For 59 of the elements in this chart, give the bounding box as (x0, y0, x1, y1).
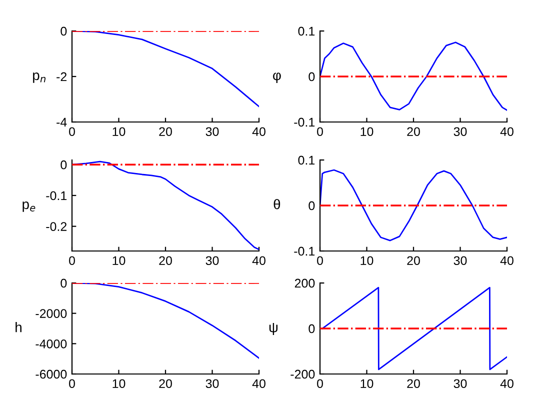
x-tick-label: 0 (317, 256, 323, 266)
x-tick-label: 40 (252, 127, 266, 136)
y-tick-label: 0 (60, 278, 67, 288)
y-axis-title: θ (274, 199, 280, 210)
x-tick-label: 20 (407, 127, 420, 136)
x-tick-label: 10 (112, 256, 126, 266)
line-series (320, 169, 507, 242)
y-axis-title: p$_{e}$ (22, 202, 36, 212)
y-tick-label: -0.2 (46, 222, 67, 231)
y-tick-label: -200 (290, 370, 315, 379)
x-tick-label: 30 (454, 256, 467, 266)
y-axis-title: ψ (269, 323, 278, 335)
y-tick-label: -0.1 (294, 246, 315, 256)
x-tick-label: 40 (252, 379, 266, 388)
y-tick-label: 0 (308, 72, 315, 82)
x-tick-label: 10 (360, 127, 374, 136)
y-tick-label: 0.1 (298, 26, 315, 36)
y-tick-label: 0 (308, 324, 315, 334)
y-tick-label: -4 (56, 118, 67, 127)
x-tick-label: 40 (252, 256, 266, 266)
y-axis-title: φ (273, 72, 281, 83)
y-axis-title: h (16, 322, 22, 332)
x-tick-label: 10 (112, 127, 126, 136)
line-series (322, 286, 507, 370)
x-tick-label: 30 (206, 379, 219, 388)
x-tick-label: 30 (454, 127, 467, 136)
line-series (320, 42, 507, 111)
y-tick-label: -6000 (36, 370, 67, 379)
y-tick-label: 200 (294, 278, 315, 288)
x-tick-label: 20 (407, 379, 420, 388)
y-tick-label: 0.1 (298, 156, 315, 165)
x-tick-label: 20 (159, 379, 172, 388)
x-tick-label: 0 (69, 256, 75, 266)
y-tick-label: -2 (56, 72, 67, 82)
y-tick-label: -2000 (36, 309, 67, 318)
y-tick-label: 0 (308, 201, 315, 210)
x-tick-label: 20 (159, 256, 172, 266)
y-tick-label: -4000 (36, 339, 67, 348)
x-tick-label: 30 (206, 256, 219, 266)
x-tick-label: 0 (317, 379, 323, 388)
y-tick-label: -0.1 (46, 191, 67, 200)
x-tick-label: 10 (360, 379, 374, 388)
x-tick-label: 40 (500, 379, 514, 388)
x-tick-label: 20 (159, 127, 172, 136)
x-tick-label: 30 (206, 127, 219, 136)
x-tick-label: 20 (407, 256, 420, 266)
x-tick-label: 0 (69, 127, 75, 136)
x-tick-label: 0 (317, 127, 323, 136)
x-tick-label: 10 (112, 379, 126, 388)
x-tick-label: 30 (454, 379, 467, 388)
y-axis-title: p$_{n}$ (33, 72, 46, 83)
x-tick-label: 40 (500, 256, 514, 266)
y-tick-label: 0 (60, 160, 67, 170)
x-tick-label: 0 (69, 379, 75, 388)
x-tick-label: 10 (360, 256, 374, 266)
y-tick-label: 0 (60, 26, 67, 36)
y-tick-label: -0.1 (294, 118, 315, 127)
x-tick-label: 40 (500, 127, 514, 136)
line-series (72, 160, 259, 250)
